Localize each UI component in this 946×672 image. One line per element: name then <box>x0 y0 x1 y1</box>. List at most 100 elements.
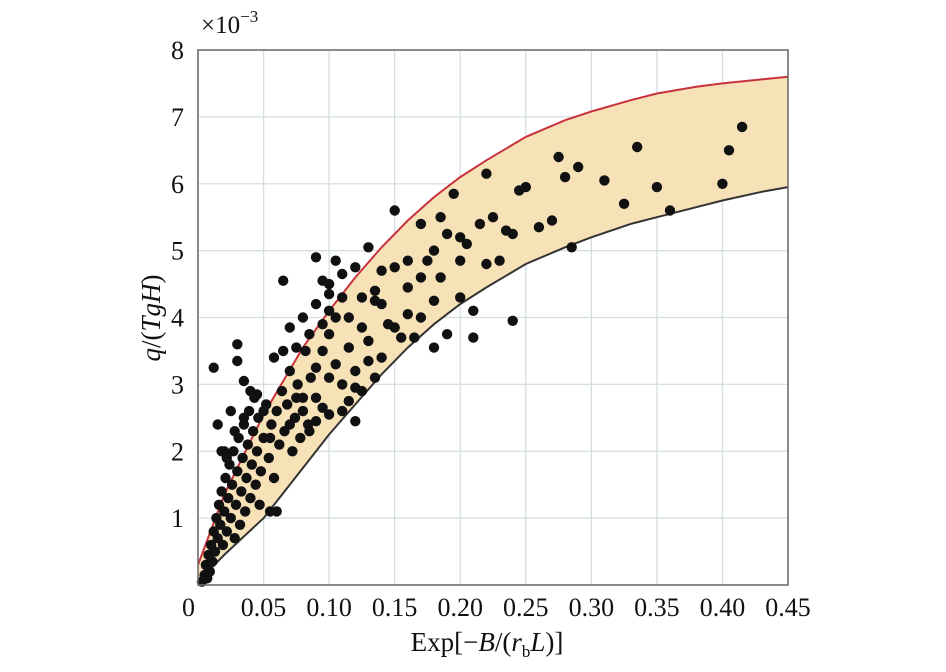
data-point <box>317 275 328 286</box>
y-tick-label: 6 <box>171 170 184 199</box>
data-point <box>455 232 466 243</box>
data-point <box>376 265 387 276</box>
data-point <box>268 472 280 484</box>
x-tick-label: 0.15 <box>372 593 418 622</box>
data-point <box>559 171 571 183</box>
data-point <box>382 319 394 330</box>
data-point <box>246 459 257 470</box>
data-point <box>363 335 374 347</box>
data-point <box>723 145 735 156</box>
x-title-l: L <box>529 627 545 657</box>
data-point <box>237 452 248 464</box>
data-point <box>291 392 302 403</box>
y-tick-label: 5 <box>171 237 184 266</box>
data-point <box>376 298 387 310</box>
data-point <box>221 526 232 537</box>
data-point <box>487 212 499 223</box>
data-point <box>330 359 341 370</box>
x-title-sub: b <box>522 642 531 661</box>
data-point <box>599 175 610 186</box>
data-point <box>215 519 226 530</box>
y-title-mid: /( <box>136 332 166 349</box>
upper-bound-curve <box>197 75 789 566</box>
data-point <box>271 405 282 417</box>
y-axis-title: q/(TgH) <box>136 274 166 361</box>
data-point <box>343 395 354 407</box>
data-point <box>212 419 223 430</box>
data-point <box>461 238 472 250</box>
data-point <box>323 409 335 420</box>
data-point <box>229 426 240 437</box>
data-point <box>317 319 328 330</box>
data-point <box>415 218 427 230</box>
data-point <box>350 262 361 273</box>
data-point <box>291 342 302 353</box>
data-point <box>323 305 335 316</box>
x-tick-label: 0.35 <box>634 593 680 622</box>
data-point <box>276 385 288 397</box>
data-point <box>223 492 234 504</box>
data-point <box>228 446 239 457</box>
data-point <box>573 161 584 173</box>
data-point <box>376 352 387 363</box>
data-point <box>356 322 368 333</box>
data-point <box>415 272 427 283</box>
data-point <box>204 566 215 577</box>
data-point <box>343 342 354 353</box>
y-axis-multiplier: ×10−3 <box>201 7 258 39</box>
data-point <box>435 212 446 223</box>
data-point <box>323 372 335 383</box>
data-point <box>225 405 236 417</box>
data-point <box>356 292 368 303</box>
data-point <box>284 419 295 430</box>
data-point <box>337 268 348 280</box>
data-point <box>255 466 267 477</box>
y-tick-label: 1 <box>171 504 184 533</box>
data-point <box>317 402 328 413</box>
data-point <box>350 365 361 377</box>
data-point <box>337 292 348 303</box>
data-point <box>219 506 230 517</box>
data-point <box>251 389 263 400</box>
y-title-suffix: ) <box>136 274 166 283</box>
data-point <box>268 352 280 363</box>
x-tick-labels: 0 0.05 0.10 0.15 0.20 0.25 0.30 0.35 0.40 0.45 <box>182 593 811 622</box>
data-point <box>546 215 558 226</box>
data-point <box>350 416 361 427</box>
data-point <box>282 399 293 410</box>
y-tick-label: 7 <box>171 103 184 132</box>
data-point <box>441 329 453 340</box>
data-point <box>229 533 240 544</box>
data-point <box>363 355 374 367</box>
data-point <box>250 479 261 490</box>
data-point <box>428 342 440 353</box>
y-title-q: q <box>136 348 166 362</box>
data-point <box>266 419 277 430</box>
data-point <box>330 312 341 323</box>
data-point <box>323 288 335 300</box>
x-tick-label: 0.05 <box>241 593 287 622</box>
data-point <box>304 329 315 340</box>
data-point <box>287 446 298 457</box>
data-point <box>217 539 229 551</box>
data-point <box>254 499 265 510</box>
x-tick-label: 0.25 <box>503 593 549 622</box>
data-point <box>236 486 247 497</box>
data-point <box>251 446 263 457</box>
data-point <box>415 312 427 323</box>
lower-bound-curve <box>197 186 789 583</box>
x-title-b: B <box>478 627 495 657</box>
y-tick-label: 4 <box>171 304 184 333</box>
data-point <box>297 405 309 417</box>
data-point <box>409 332 420 343</box>
data-point <box>278 345 289 357</box>
data-point <box>220 472 231 484</box>
x-tick-label: 0.10 <box>306 593 352 622</box>
data-point <box>448 188 459 199</box>
data-point <box>242 439 253 450</box>
x-tick-label: 0.45 <box>765 593 811 622</box>
data-point <box>258 405 269 417</box>
data-point <box>241 472 252 484</box>
data-point <box>207 556 218 567</box>
data-point <box>304 426 315 437</box>
